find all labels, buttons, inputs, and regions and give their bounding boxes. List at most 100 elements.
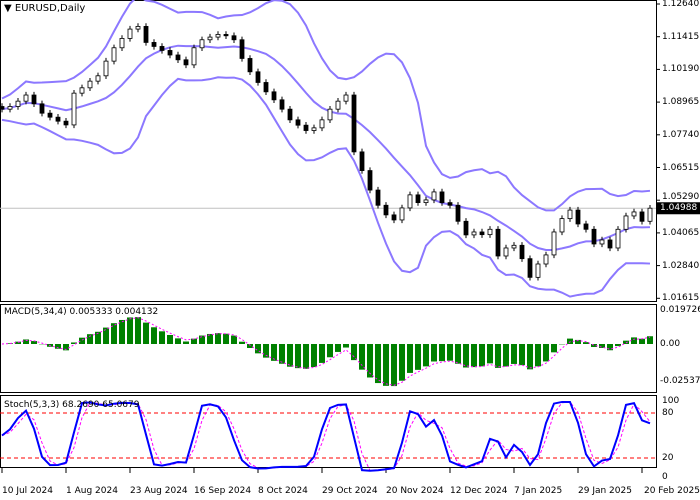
candle-body <box>431 191 437 201</box>
macd-bar <box>287 344 293 367</box>
candle-body <box>207 36 213 41</box>
macd-panel <box>0 304 657 393</box>
macd-bar <box>151 327 157 344</box>
candle-body <box>119 38 125 49</box>
candle-body <box>631 211 637 217</box>
candle-body <box>583 223 589 230</box>
macd-bar <box>415 344 421 370</box>
macd-bar <box>95 331 101 344</box>
macd-bar <box>295 344 301 369</box>
macd-bar <box>647 336 653 344</box>
macd-bar <box>207 333 213 344</box>
date-tick-label: 7 Jan 2025 <box>514 486 563 496</box>
candle-body <box>375 189 381 206</box>
macd-bar <box>575 339 581 344</box>
macd-bar <box>271 344 277 361</box>
macd-bar <box>199 335 205 344</box>
candle-body <box>327 108 333 121</box>
price-tick-label: 1.08965 <box>662 97 700 108</box>
candle-body <box>279 99 285 110</box>
macd-bar <box>343 344 349 348</box>
stoch-signal-line <box>1 401 651 472</box>
macd-title: MACD(5,34,4) 0.005333 0.004132 <box>4 307 159 317</box>
macd-bar <box>111 323 117 344</box>
candle-body <box>599 239 605 245</box>
chart-title: ▼ EURUSD,Daily <box>4 3 85 14</box>
bollinger-lower <box>1 76 651 298</box>
candle-body <box>191 47 197 66</box>
macd-tick-label: -0.025377 <box>660 376 700 386</box>
macd-bar <box>223 333 229 344</box>
candle-body <box>399 207 405 221</box>
candle-body <box>143 26 149 43</box>
macd-bar <box>167 334 173 344</box>
macd-tick-label: 0.00 <box>660 339 681 349</box>
macd-tick-label: 0.019726 <box>660 305 700 315</box>
candle-body <box>343 94 349 102</box>
macd-bar <box>527 344 533 370</box>
candle-body <box>15 100 21 107</box>
candle-body <box>39 103 45 114</box>
candle-body <box>63 120 69 126</box>
macd-bar <box>367 344 373 378</box>
macd-bar <box>335 344 341 352</box>
macd-bar <box>551 344 557 353</box>
macd-bar <box>183 341 189 344</box>
candle-body <box>615 228 621 249</box>
candle-body <box>135 26 141 30</box>
macd-bar <box>311 344 317 368</box>
macd-bar <box>79 337 85 344</box>
candle-body <box>623 215 629 230</box>
candle-body <box>359 151 365 171</box>
macd-bar <box>119 319 125 344</box>
bollinger-upper <box>1 0 651 212</box>
price-tick-label: 1.06515 <box>662 162 700 173</box>
macd-bar <box>583 342 589 344</box>
candle-body <box>551 231 557 256</box>
price-tick-label: 1.04065 <box>662 227 700 238</box>
macd-bar <box>567 338 573 344</box>
macd-bar <box>487 344 493 364</box>
price-tick-label: 1.01615 <box>662 293 700 304</box>
stoch-tick-label: 20 <box>662 453 674 463</box>
candle-body <box>311 127 317 131</box>
macd-signal-line <box>1 317 651 386</box>
macd-bar <box>55 344 61 349</box>
candle-body <box>239 39 245 59</box>
candle-body <box>575 209 581 225</box>
macd-bar <box>535 344 541 367</box>
date-tick-label: 29 Jan 2025 <box>578 486 632 496</box>
candle-body <box>287 108 293 121</box>
macd-bar <box>495 344 501 368</box>
macd-bar <box>631 337 637 344</box>
candle-body <box>351 94 357 153</box>
macd-bar <box>279 344 285 364</box>
stoch-panel <box>0 395 657 468</box>
stoch-tick-label: 80 <box>662 408 674 418</box>
candle-body <box>23 94 29 102</box>
candle-body <box>487 228 493 236</box>
candle-body <box>647 207 653 222</box>
candle-body <box>0 106 5 110</box>
macd-bar <box>31 341 37 344</box>
price-tick-label: 1.07740 <box>662 129 700 140</box>
stoch-tick-label: 0 <box>662 472 668 482</box>
price-tick-label: 1.10190 <box>662 64 700 75</box>
macd-bar <box>127 317 133 344</box>
collapse-triangle-icon[interactable]: ▼ <box>4 3 12 14</box>
macd-bar <box>423 344 429 367</box>
candle-body <box>223 34 229 37</box>
candle-body <box>519 244 525 260</box>
macd-bar <box>159 331 165 344</box>
macd-bar <box>391 344 397 387</box>
macd-bar <box>23 339 29 344</box>
macd-bar <box>455 344 461 364</box>
macd-bar <box>255 344 261 354</box>
candle-body <box>55 116 61 122</box>
macd-bar <box>215 333 221 344</box>
candle-body <box>159 46 165 51</box>
candle-body <box>543 254 549 265</box>
macd-bar <box>543 344 549 362</box>
bollinger-middle <box>1 44 651 252</box>
